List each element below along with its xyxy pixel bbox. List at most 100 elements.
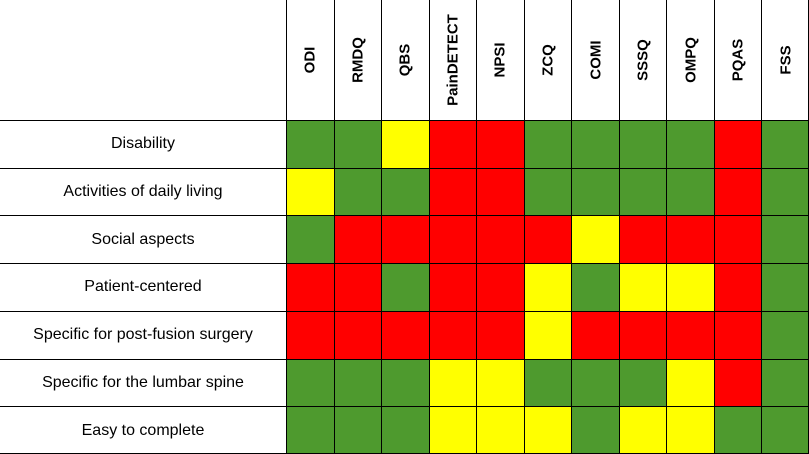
heatmap-cell: [761, 263, 809, 311]
heatmap-cell: [428, 120, 477, 168]
heatmap-cell: [761, 167, 809, 216]
heatmap-cell: [476, 167, 524, 216]
heatmap-cell: [618, 263, 667, 311]
heatmap-cell: [476, 215, 524, 264]
heatmap-cell: [476, 358, 524, 407]
heatmap-cell: [713, 120, 762, 168]
heatmap-cell: [333, 120, 382, 168]
column-header-odi: ODI: [286, 0, 334, 120]
heatmap-cell: [381, 310, 429, 359]
heatmap-cell: [618, 358, 667, 407]
heatmap-cell: [761, 310, 809, 359]
column-header-label: FSS: [777, 45, 795, 75]
column-header-label: PQAS: [729, 38, 747, 82]
row-label: Activities of daily living: [0, 167, 286, 216]
heatmap-cell: [523, 406, 572, 454]
heatmap-cell: [428, 215, 477, 264]
column-header-label: QBS: [396, 43, 414, 77]
heatmap-cell: [523, 120, 572, 168]
column-header-label: ZCQ: [539, 44, 557, 76]
heatmap-cell: [286, 167, 334, 216]
heatmap-cell: [571, 310, 619, 359]
row-label: Specific for the lumbar spine: [0, 358, 286, 407]
heatmap-cell: [286, 358, 334, 407]
row-label: Disability: [0, 120, 286, 168]
heatmap-cell: [476, 406, 524, 454]
column-header-label: COMI: [587, 40, 605, 80]
heatmap-cell: [428, 406, 477, 454]
heatmap-cell: [523, 358, 572, 407]
heatmap-cell: [523, 215, 572, 264]
column-header-zcq: ZCQ: [523, 0, 572, 120]
heatmap-cell: [286, 215, 334, 264]
heatmap-cell: [761, 358, 809, 407]
column-header-npsi: NPSI: [476, 0, 524, 120]
heatmap-cell: [333, 167, 382, 216]
column-header-label: OMPQ: [682, 37, 700, 83]
heatmap-cell: [523, 310, 572, 359]
heatmap-cell: [571, 263, 619, 311]
heatmap-cell: [571, 120, 619, 168]
row-label: Social aspects: [0, 215, 286, 263]
heatmap-cell: [381, 120, 429, 168]
heatmap-cell: [428, 358, 477, 407]
heatmap-cell: [713, 263, 762, 311]
column-header-label: PainDETECT: [444, 14, 462, 106]
heatmap-cell: [333, 406, 382, 454]
heatmap-cell: [666, 120, 714, 168]
heatmap-cell: [476, 310, 524, 359]
heatmap-cell: [618, 167, 667, 216]
heatmap-cell: [286, 120, 334, 168]
column-header-label: RMDQ: [349, 37, 367, 83]
heatmap-cell: [381, 358, 429, 407]
heatmap-cell: [713, 406, 762, 454]
heatmap-cell: [333, 263, 382, 311]
heatmap-cell: [523, 263, 572, 311]
heatmap-cell: [713, 167, 762, 216]
heatmap-cell: [618, 215, 667, 264]
heatmap-cell: [713, 310, 762, 359]
row-label: Specific for post-fusion surgery: [0, 310, 286, 359]
heatmap-cell: [286, 263, 334, 311]
column-header-pqas: PQAS: [713, 0, 762, 120]
column-header-paindetect: PainDETECT: [428, 0, 477, 120]
column-header-label: SSSQ: [634, 39, 652, 81]
heatmap-cell: [571, 406, 619, 454]
heatmap-cell: [333, 358, 382, 407]
column-header-rmdq: RMDQ: [333, 0, 382, 120]
heatmap-cell: [476, 263, 524, 311]
column-header-label: ODI: [301, 46, 319, 74]
row-label: Patient-centered: [0, 263, 286, 311]
heatmap-cell: [713, 358, 762, 407]
heatmap-cell: [381, 167, 429, 216]
heatmap-cell: [618, 406, 667, 454]
heatmap-cell: [666, 358, 714, 407]
heatmap-cell: [571, 358, 619, 407]
heatmap-cell: [523, 167, 572, 216]
heatmap-cell: [286, 406, 334, 454]
heatmap-cell: [761, 215, 809, 264]
heatmap-cell: [761, 120, 809, 168]
heatmap-cell: [666, 167, 714, 216]
heatmap-cell: [476, 120, 524, 168]
heatmap-cell: [333, 310, 382, 359]
heatmap-cell: [381, 263, 429, 311]
heatmap-cell: [571, 215, 619, 264]
heatmap-cell: [666, 310, 714, 359]
heatmap-cell: [618, 120, 667, 168]
heatmap-cell: [428, 310, 477, 359]
heatmap-cell: [571, 167, 619, 216]
heatmap-cell: [428, 167, 477, 216]
row-label: Easy to complete: [0, 406, 286, 454]
heatmap-cell: [333, 215, 382, 264]
heatmap-cell: [666, 406, 714, 454]
heatmap-cell: [666, 263, 714, 311]
column-header-ompq: OMPQ: [666, 0, 714, 120]
heatmap-cell: [761, 406, 809, 454]
heatmap-cell: [713, 215, 762, 264]
column-header-qbs: QBS: [381, 0, 429, 120]
column-header-comi: COMI: [571, 0, 619, 120]
heatmap-cell: [666, 215, 714, 264]
column-header-fss: FSS: [761, 0, 809, 120]
